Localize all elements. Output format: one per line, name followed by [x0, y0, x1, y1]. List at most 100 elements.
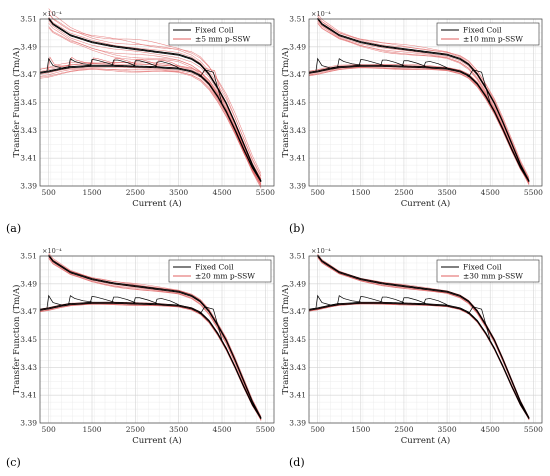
minor-loop — [401, 297, 426, 304]
minor-loop — [466, 69, 491, 104]
series-line-pssw — [48, 258, 262, 421]
y-tick-label: 3.39 — [20, 182, 37, 191]
y-tick-label: 3.49 — [289, 42, 306, 51]
minor-loop — [380, 296, 405, 303]
series-line-pssw — [308, 64, 530, 181]
x-tick-label: 4500 — [212, 425, 231, 434]
series-line-pssw — [39, 301, 262, 419]
minor-loop — [315, 57, 340, 72]
y-axis-label: Transfer Function (Tm/A) — [11, 285, 22, 395]
chart-panel-1: 500 1500 2500 3500 4500 5500 3.39 3.41 3.43 3.45 3… — [280, 10, 543, 235]
x-tick-label: 2500 — [394, 425, 413, 434]
legend-box — [168, 22, 272, 46]
minor-loop-pssw — [91, 57, 116, 65]
minor-loop — [198, 69, 223, 104]
series-line-pssw — [308, 302, 530, 419]
y-tick-label: 3.45 — [289, 98, 306, 107]
y-tick-label: 3.39 — [289, 419, 306, 428]
legend-entry: ±20 mm p-SSW — [195, 272, 255, 281]
series-line-pssw — [39, 303, 262, 420]
minor-loop — [423, 298, 448, 306]
y-tick-label: 3.41 — [289, 391, 306, 400]
series-line-pssw — [39, 61, 262, 179]
x-tick-label: 500 — [310, 425, 325, 434]
series-line-pssw — [48, 254, 262, 418]
y-tick-label: 3.47 — [289, 307, 306, 316]
series-line-pssw — [39, 68, 262, 185]
y-tick-label: 3.39 — [289, 182, 306, 191]
axes-box — [308, 18, 543, 187]
series-line-pssw — [39, 63, 262, 180]
minor-loop — [89, 295, 114, 303]
series-line-fixed-coil — [308, 302, 530, 420]
series-fixed-coil — [308, 17, 530, 183]
minor-loop-pssw — [134, 59, 159, 66]
y-tick-label: 3.43 — [20, 126, 37, 135]
series-line-pssw — [39, 303, 262, 420]
y-axis-label: Transfer Function (Tm/A) — [11, 48, 22, 158]
series-fixed-coil — [308, 254, 530, 420]
x-axis-label: Current (A) — [132, 435, 182, 446]
legend: Fixed Coil±30 mm p-SSW — [436, 259, 540, 283]
legend-entry: ±30 mm p-SSW — [463, 272, 523, 281]
minor-loop-pssw — [156, 59, 181, 67]
x-tick-label: 1500 — [82, 425, 101, 434]
minor-loop — [380, 59, 405, 66]
y-tick-label: 3.51 — [289, 15, 306, 24]
x-tick-label: 4500 — [212, 188, 231, 197]
y-tick-label: 3.39 — [20, 419, 37, 428]
series-line-fixed-coil — [39, 65, 262, 183]
minor-loop-pssw — [112, 58, 137, 65]
x-tick-label: 3500 — [169, 188, 188, 197]
panel-letter: (c) — [6, 456, 21, 469]
series-line-pssw — [39, 69, 262, 186]
series-line-pssw — [317, 15, 530, 179]
legend: Fixed Coil±10 mm p-SSW — [436, 22, 540, 46]
minor-loop — [111, 59, 136, 66]
series-line-fixed-coil — [308, 65, 530, 183]
legend-box — [168, 259, 272, 283]
x-tick-label: 1500 — [351, 425, 370, 434]
legend-entry: Fixed Coil — [195, 26, 234, 35]
series-line-pssw — [48, 26, 262, 188]
y-exponent: ×10⁻⁴ — [311, 10, 331, 18]
x-tick-label: 4500 — [481, 188, 500, 197]
y-tick-label: 3.43 — [289, 126, 306, 135]
minor-loop — [68, 295, 93, 305]
x-tick-label: 3500 — [438, 188, 457, 197]
y-exponent: ×10⁻⁴ — [42, 247, 62, 255]
x-axis-label: Current (A) — [401, 198, 451, 209]
series-line-pssw — [39, 301, 262, 418]
x-tick-label: 2500 — [126, 188, 145, 197]
y-axis-label: Transfer Function (Tm/A) — [280, 48, 291, 158]
series-line-pssw — [48, 20, 262, 185]
minor-loop — [401, 60, 426, 67]
chart-panel-0: 500 1500 2500 3500 4500 5500 3.39 3.41 3.43 3.45 3… — [6, 8, 275, 235]
x-tick-label: 500 — [42, 188, 57, 197]
series-line-fixed-coil — [317, 255, 530, 420]
series-line-pssw — [317, 15, 530, 180]
legend-entry: Fixed Coil — [195, 263, 234, 272]
series-line-fixed-coil — [317, 17, 530, 182]
minor-loop — [337, 295, 361, 305]
minor-loop — [68, 58, 93, 68]
minor-loop — [198, 306, 223, 341]
legend-entry: Fixed Coil — [463, 26, 502, 35]
axes-box — [39, 18, 275, 187]
series-line-pssw — [317, 22, 530, 185]
series-line-pssw — [48, 8, 262, 174]
series-line-pssw — [39, 67, 262, 184]
y-tick-label: 3.49 — [20, 42, 37, 51]
series-line-fixed-coil — [39, 302, 262, 420]
legend-entry: ±10 mm p-SSW — [463, 35, 523, 44]
x-tick-label: 1500 — [351, 188, 370, 197]
x-tick-label: 3500 — [438, 425, 457, 434]
minor-loop-pssw — [69, 56, 94, 66]
x-tick-label: 5500 — [524, 425, 543, 434]
x-tick-label: 1500 — [82, 188, 101, 197]
y-tick-label: 3.41 — [20, 154, 37, 163]
y-tick-label: 3.43 — [20, 363, 37, 372]
x-tick-label: 5500 — [524, 188, 543, 197]
y-tick-label: 3.47 — [20, 70, 37, 79]
series-line-pssw — [39, 61, 262, 179]
